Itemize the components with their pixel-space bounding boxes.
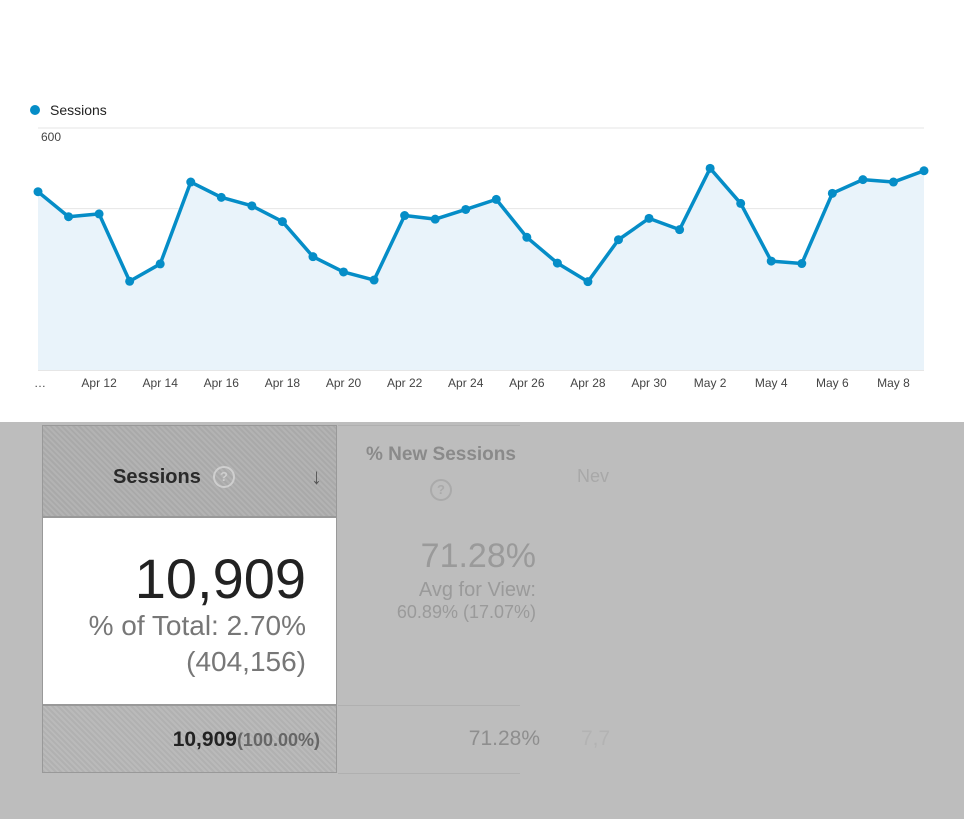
sessions-column-header[interactable]: Sessions ? ↓ [42,425,337,517]
legend-swatch [30,105,40,115]
x-tick-label: Apr 18 [265,376,301,390]
x-tick-label: Apr 24 [448,376,484,390]
data-point [797,259,807,269]
x-tick-label: May 6 [816,376,849,390]
sessions-pct-of-total: % of Total: 2.70% [88,610,306,641]
new-sessions-avg-label: Avg for View: [418,579,536,601]
data-point [400,211,410,221]
data-point [64,212,74,222]
x-tick-label: May 4 [755,376,788,390]
data-point [766,256,776,266]
data-point [33,187,43,197]
new-sessions-column-header[interactable]: % New Sessions ? [338,425,520,517]
data-point [827,188,837,198]
x-tick-label: Apr 16 [204,376,240,390]
x-tick-label: Apr 30 [631,376,667,390]
data-point [94,209,104,219]
y-tick-label: 600 [41,130,61,144]
table-row: 10,909(100.00%) [42,705,337,773]
x-tick-label: Apr 26 [509,376,545,390]
data-point [675,225,685,235]
sort-descending-icon[interactable]: ↓ [311,464,322,489]
data-point [247,201,257,211]
help-icon[interactable]: ? [213,466,235,488]
data-point [277,217,287,227]
x-tick-label: Apr 20 [326,376,362,390]
sessions-site-total: (404,156) [186,646,306,677]
data-point [308,252,318,262]
new-sessions-avg-value: 60.89% (17.07%) [396,602,536,622]
data-point [186,177,196,187]
row-sessions-value: 10,909(100.00%) [172,728,320,751]
new-sessions-summary-value: 71.28% [420,537,536,575]
data-point [155,259,165,269]
series-line [36,166,925,284]
data-point [369,275,379,285]
sessions-total-value: 10,909 [134,547,306,610]
data-point [552,258,562,268]
x-tick-label: Apr 28 [570,376,606,390]
data-point [644,213,654,223]
x-tick-label: May 8 [877,376,910,390]
data-point [888,177,898,187]
data-point [339,267,349,277]
row-new-sessions-value: 71.28% [468,727,540,750]
row-next-value: 7,7 [581,727,611,750]
new-sessions-header-label: % New Sessions [366,444,516,465]
data-point [705,163,715,173]
x-tick-label: May 2 [694,376,727,390]
legend-label: Sessions [50,102,107,118]
data-point [125,276,135,286]
data-point [919,166,929,176]
metrics-table: Sessions ? ↓ % New Sessions ? Nev 10,909… [0,422,964,819]
data-point [430,214,440,224]
chart-legend[interactable]: Sessions [30,101,107,119]
sessions-header-label: Sessions [113,466,201,488]
sessions-summary-cell: 10,909 % of Total: 2.70% (404,156) [42,517,337,705]
x-tick-label: Apr 22 [387,376,423,390]
x-tick-label: Apr 14 [143,376,179,390]
row-divider [338,705,520,706]
data-point [858,175,868,185]
data-point [461,204,471,214]
row-divider [338,773,520,774]
x-tick-label: … [34,376,46,390]
data-point [491,194,501,204]
data-point [522,232,532,242]
data-point [613,235,623,245]
series-area [38,168,924,370]
help-icon[interactable]: ? [430,479,452,501]
data-point [583,277,593,287]
x-tick-label: Apr 12 [81,376,117,390]
data-point [216,192,226,202]
next-column-header[interactable]: Nev [577,466,610,486]
data-point [736,198,746,208]
